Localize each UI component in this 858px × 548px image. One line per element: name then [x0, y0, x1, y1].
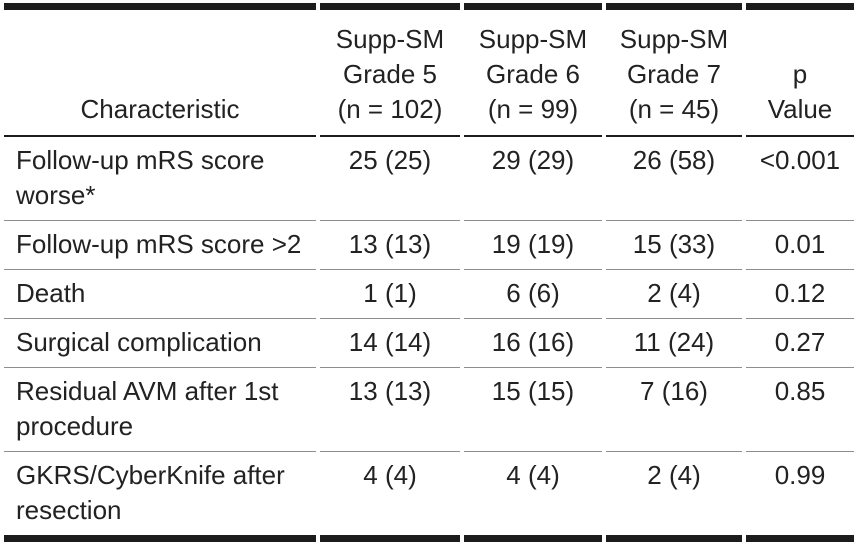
cell-grade6: 15 (15)	[464, 368, 602, 452]
cell-characteristic: Surgical complication	[4, 319, 316, 368]
header-grade6-line3: (n = 99)	[487, 94, 579, 124]
cell-grade7: 7 (16)	[606, 368, 742, 452]
cell-characteristic: GKRS/CyberKnife after resection	[4, 452, 316, 542]
cell-characteristic: Residual AVM after 1st procedure	[4, 368, 316, 452]
header-grade5-line1: Supp-SM	[335, 24, 445, 54]
header-grade6-line1: Supp-SM	[478, 24, 588, 54]
cell-grade7: 2 (4)	[606, 270, 742, 319]
cell-p-value: 0.99	[746, 452, 854, 542]
cell-grade7: 11 (24)	[606, 319, 742, 368]
header-grade5-line3: (n = 102)	[337, 94, 443, 124]
cell-p-value: 0.12	[746, 270, 854, 319]
header-grade7-line1: Supp-SM	[619, 24, 729, 54]
cell-grade5: 25 (25)	[320, 137, 460, 221]
cell-p-value: 0.27	[746, 319, 854, 368]
table-row-mrs-gt2: Follow-up mRS score >2 13 (13) 19 (19) 1…	[4, 221, 854, 270]
cell-grade5: 13 (13)	[320, 221, 460, 270]
cell-characteristic: Follow-up mRS score >2	[4, 221, 316, 270]
cell-grade5: 14 (14)	[320, 319, 460, 368]
header-p-value: p Value	[746, 3, 854, 137]
header-grade5-line2: Grade 5	[343, 59, 437, 89]
cell-grade6: 16 (16)	[464, 319, 602, 368]
cell-p-value: <0.001	[746, 137, 854, 221]
header-grade6-line2: Grade 6	[486, 59, 580, 89]
header-characteristic: Characteristic	[4, 3, 316, 137]
cell-grade5: 13 (13)	[320, 368, 460, 452]
cell-grade6: 29 (29)	[464, 137, 602, 221]
cell-p-value: 0.01	[746, 221, 854, 270]
cell-grade6: 19 (19)	[464, 221, 602, 270]
header-grade5: Supp-SM Grade 5 (n = 102)	[320, 3, 460, 137]
cell-characteristic: Death	[4, 270, 316, 319]
cell-p-value: 0.85	[746, 368, 854, 452]
header-grade7-line3: (n = 45)	[628, 94, 720, 124]
header-grade6: Supp-SM Grade 6 (n = 99)	[464, 3, 602, 137]
cell-grade6: 6 (6)	[464, 270, 602, 319]
cell-grade7: 26 (58)	[606, 137, 742, 221]
header-grade7-line2: Grade 7	[627, 59, 721, 89]
cell-grade7: 15 (33)	[606, 221, 742, 270]
table-row-mrs-worse: Follow-up mRS score worse* 25 (25) 29 (2…	[4, 137, 854, 221]
cell-grade5: 1 (1)	[320, 270, 460, 319]
table-row-gkrs-cyberknife: GKRS/CyberKnife after resection 4 (4) 4 …	[4, 452, 854, 542]
table-row-residual-avm: Residual AVM after 1st procedure 13 (13)…	[4, 368, 854, 452]
cell-grade7: 2 (4)	[606, 452, 742, 542]
header-p-line1: p	[792, 59, 808, 89]
header-grade7: Supp-SM Grade 7 (n = 45)	[606, 3, 742, 137]
table-row-death: Death 1 (1) 6 (6) 2 (4) 0.12	[4, 270, 854, 319]
cell-grade6: 4 (4)	[464, 452, 602, 542]
cell-grade5: 4 (4)	[320, 452, 460, 542]
header-p-line2: Value	[767, 94, 833, 124]
header-row: Characteristic Supp-SM Grade 5 (n = 102)…	[4, 3, 854, 137]
cell-characteristic: Follow-up mRS score worse*	[4, 137, 316, 221]
table-row-surgical-complication: Surgical complication 14 (14) 16 (16) 11…	[4, 319, 854, 368]
outcomes-table: Characteristic Supp-SM Grade 5 (n = 102)…	[0, 3, 858, 542]
